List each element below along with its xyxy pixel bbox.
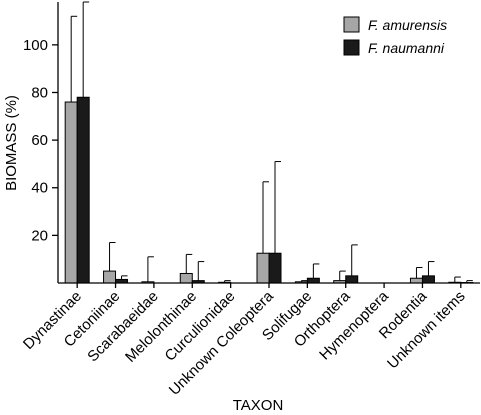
bar-amurensis-dynastinae <box>64 101 78 284</box>
bar-amurensis-unknown-coleoptera <box>256 252 270 284</box>
bar-naumanni-dynastinae <box>76 96 90 284</box>
y-tick-label-60: 60 <box>31 132 48 149</box>
bar-naumanni-orthoptera <box>345 275 359 284</box>
legend-label-amurensis: F. amurensis <box>368 17 447 33</box>
axes <box>57 2 480 284</box>
legend-swatch-amurensis <box>343 16 360 33</box>
y-tick-label-100: 100 <box>23 37 48 54</box>
legend-label-naumanni: F. naumanni <box>368 40 445 56</box>
y-ticks: 20 40 60 80 100 <box>23 37 58 244</box>
x-tick-labels: DynastinaeCetoniinaeScarabaeidaeMelolont… <box>20 287 469 399</box>
y-tick-label-80: 80 <box>31 84 48 101</box>
y-tick-label-40: 40 <box>31 180 48 197</box>
bar-naumanni-rodentia <box>421 275 435 284</box>
y-axis-title: BIOMASS (%) <box>3 95 20 191</box>
bar-amurensis-cetoniinae <box>103 270 117 284</box>
bar-naumanni-unknown-coleoptera <box>268 252 282 284</box>
y-tick-label-20: 20 <box>31 227 48 244</box>
bar-amurensis-rodentia <box>409 277 423 284</box>
legend: F. amurensis F. naumanni <box>343 16 447 56</box>
x-axis-title: TAXON <box>233 397 284 414</box>
bar-amurensis-melolonthinae <box>179 272 193 284</box>
legend-swatch-naumanni <box>343 39 360 56</box>
bar-naumanni-solifugae <box>306 277 320 284</box>
